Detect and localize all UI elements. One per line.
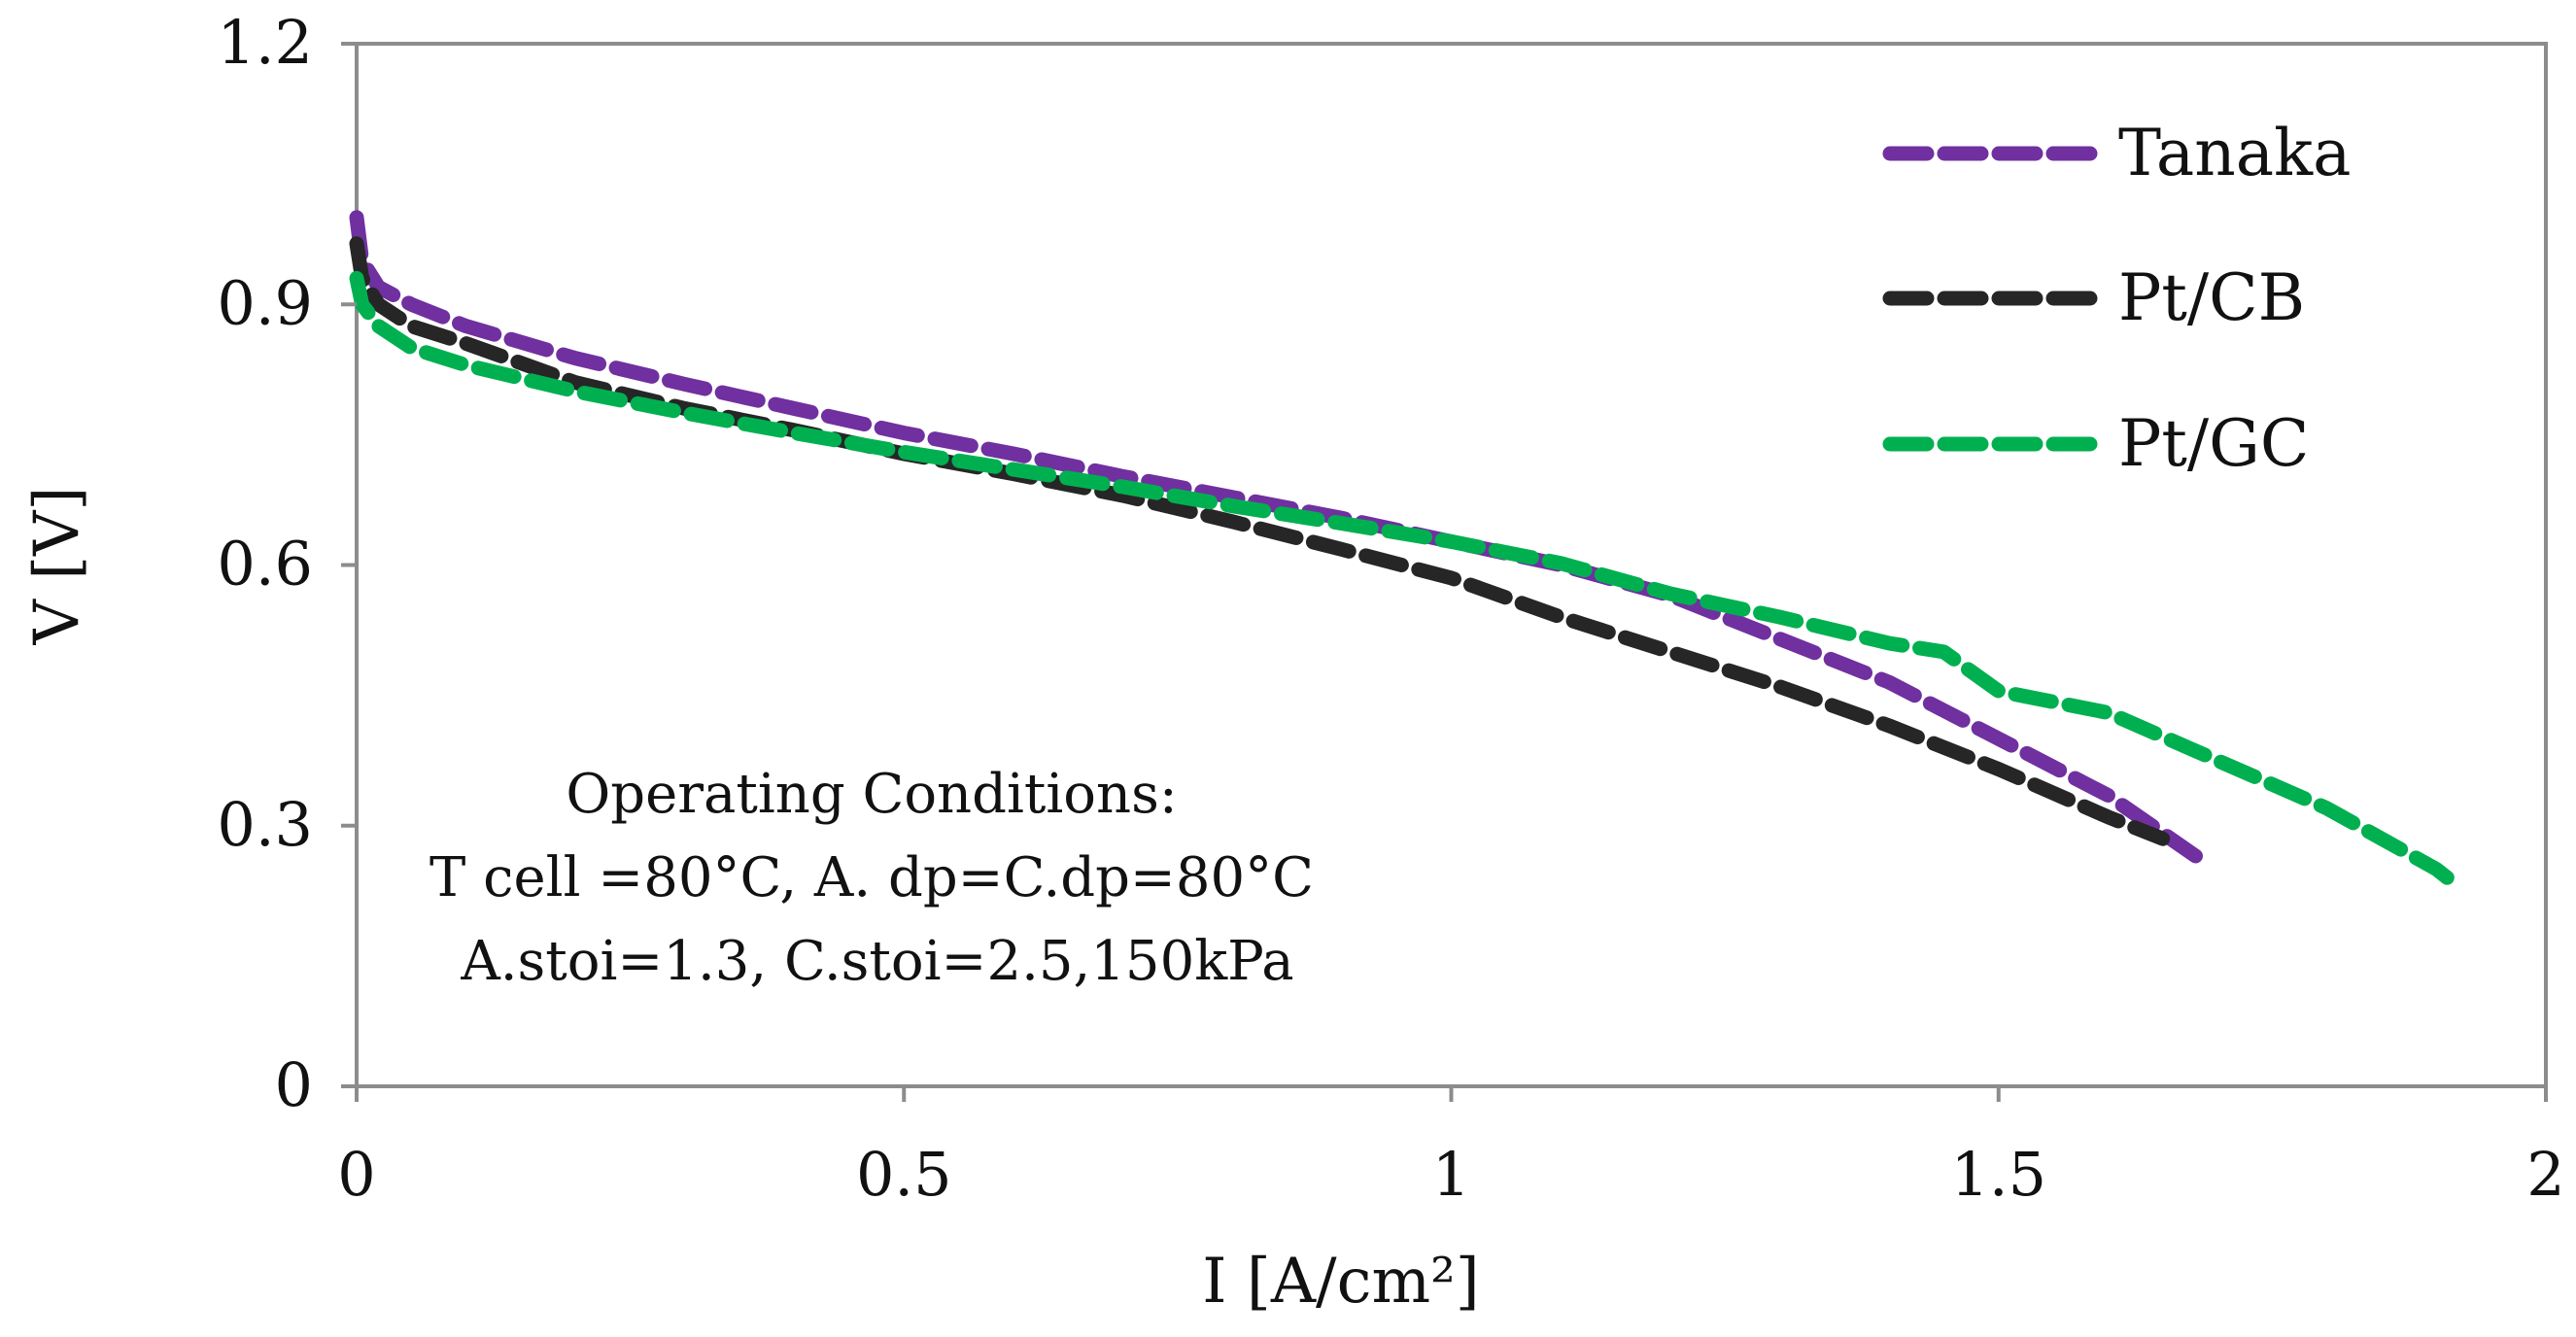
legend-label-pt-cb: Pt/CB [2118,260,2305,335]
x-tick-label-1: 0.5 [856,1139,952,1210]
x-tick-label-4: 2 [2526,1139,2564,1210]
annotation-line-2: T cell =80°C, A. dp=C.dp=80°C [429,846,1314,909]
legend-label-pt-gc: Pt/GC [2118,406,2309,481]
series-line-pt-cb [349,236,2171,846]
annotation-line-1: Operating Conditions: [566,763,1177,826]
y-tick-label-4: 1.2 [217,7,313,78]
legend-label-tanaka: Tanaka [2118,116,2351,190]
series-layer [349,210,2466,894]
operating-conditions-annotation: Operating Conditions: T cell =80°C, A. d… [429,763,1314,993]
y-axis-title: V [V] [21,487,93,646]
y-tick-label-3: 0.9 [217,267,313,338]
series-line-pt-gc [349,270,2466,894]
y-tick-label-2: 0.6 [217,529,313,600]
series-line-tanaka [349,210,2203,864]
y-tick-label-0: 0 [275,1049,313,1120]
x-tick-label-0: 0 [337,1139,375,1210]
x-tick-label-2: 1 [1432,1139,1470,1210]
legend: Tanaka Pt/CB Pt/GC [1882,116,2351,481]
y-tick-label-1: 0.3 [217,789,313,860]
axis-layer: 0 0.3 0.6 0.9 1.2 0 0.5 1 1.5 2 [217,7,2564,1210]
plot-area [355,42,2548,1088]
x-tick-label-3: 1.5 [1950,1139,2046,1210]
x-axis-title: I [A/cm²] [1202,1246,1480,1318]
annotation-line-3: A.stoi=1.3, C.stoi=2.5,150kPa [460,930,1293,993]
